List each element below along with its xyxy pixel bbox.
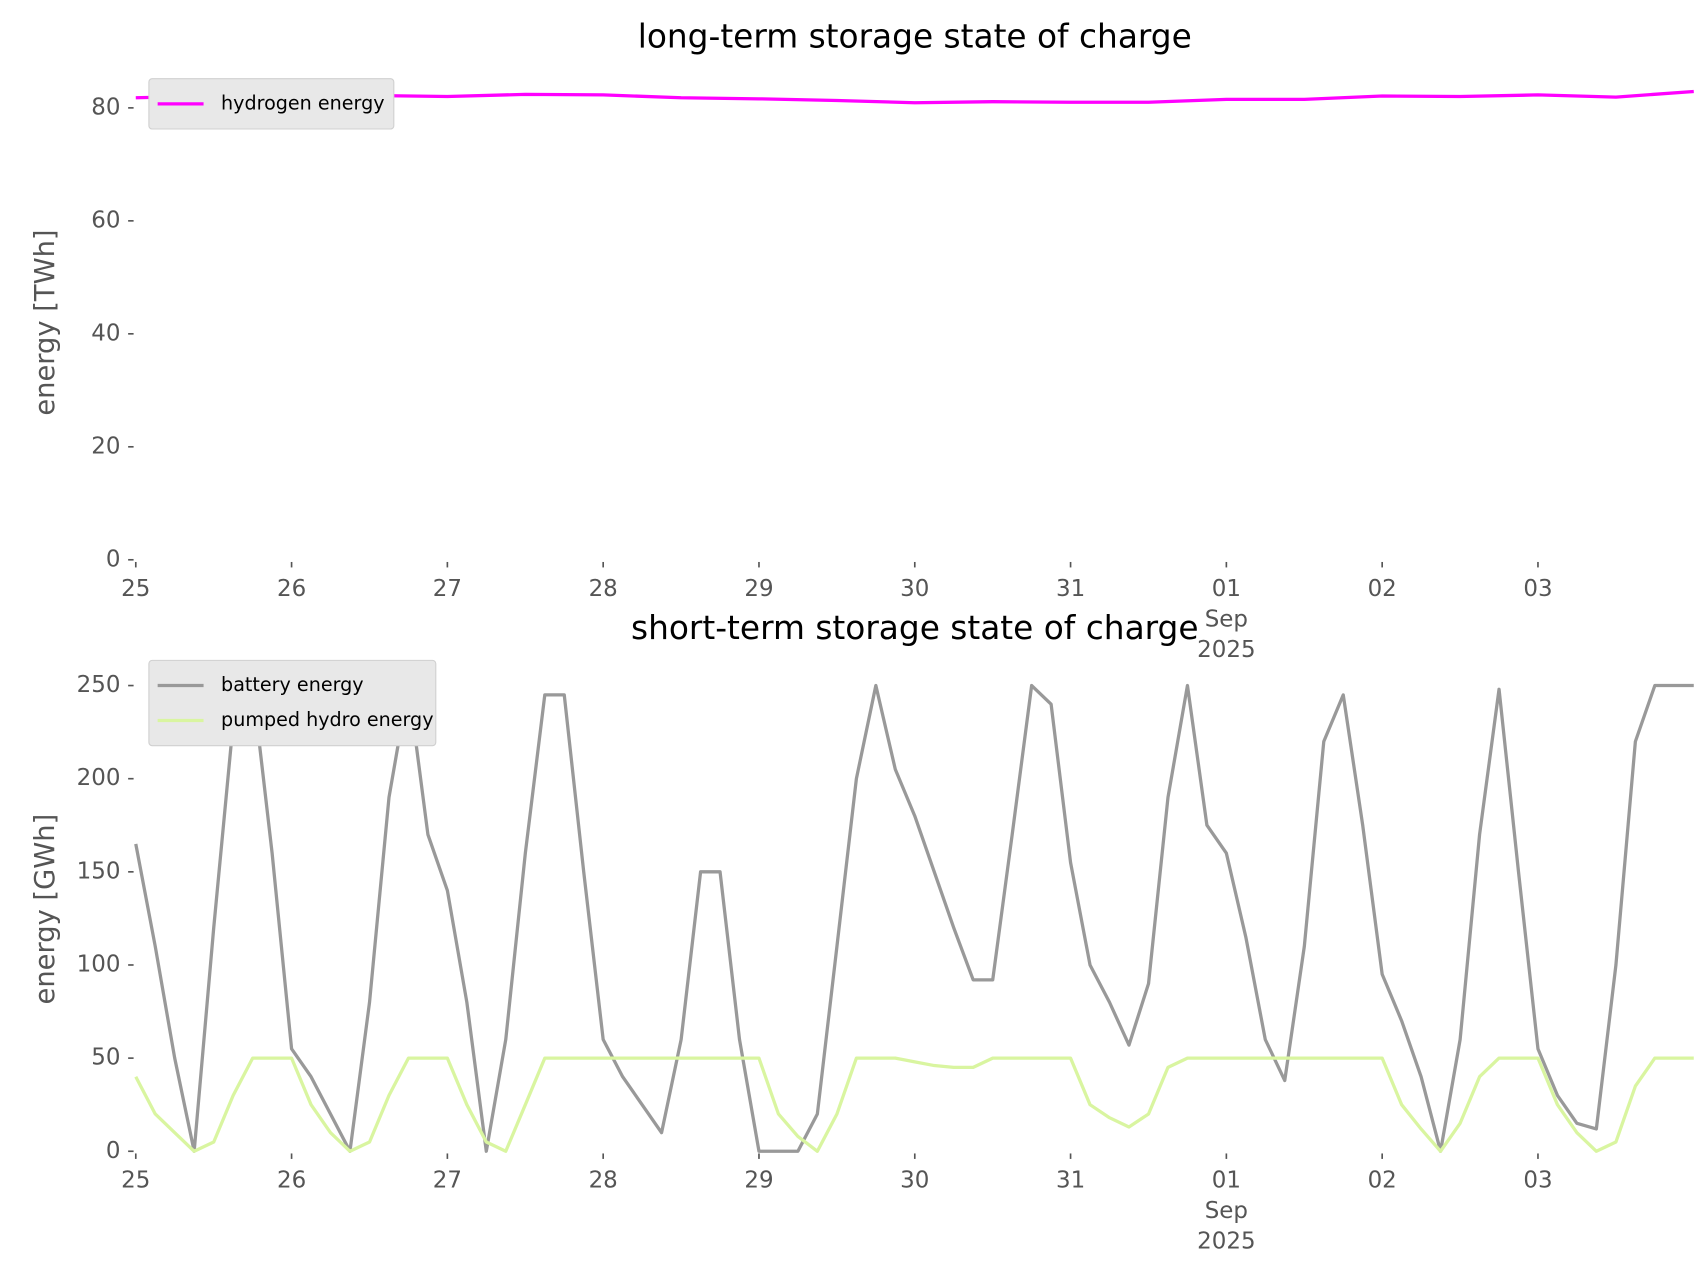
y-tick-label: 50 <box>91 1045 120 1071</box>
x-tick-label: 28 <box>589 576 618 602</box>
y-tick-label: 40 <box>91 320 120 346</box>
chart-title: long-term storage state of charge <box>638 17 1192 55</box>
y-axis-label: energy [GWh] <box>30 814 61 1005</box>
x-tick-label: 03 <box>1523 1167 1552 1193</box>
series-line <box>135 89 1694 105</box>
legend-label: battery energy <box>221 673 364 696</box>
legend-label: hydrogen energy <box>221 91 384 114</box>
series-line <box>134 1056 1694 1153</box>
x-tick-label: 29 <box>744 576 773 602</box>
x-tick-label: 25 <box>121 576 150 602</box>
y-tick-label: 100 <box>77 951 121 977</box>
legend-box <box>148 659 437 747</box>
x-tick-label: 29 <box>744 1167 773 1193</box>
y-tick-label: 20 <box>91 433 120 459</box>
x-tick-label: 30 <box>900 576 929 602</box>
x-tick-label: 02 <box>1368 576 1397 602</box>
y-tick-label: 200 <box>77 765 121 791</box>
x-tick-label: 02 <box>1368 1167 1397 1193</box>
x-tick-label: 31 <box>1056 576 1085 602</box>
x-tick-label: 01 Sep 2025 <box>1197 576 1255 663</box>
x-tick-label: 30 <box>900 1167 929 1193</box>
legend-box <box>148 78 395 130</box>
x-tick-label: 26 <box>277 576 306 602</box>
x-tick-label: 03 <box>1523 576 1552 602</box>
x-tick-label: 27 <box>433 1167 462 1193</box>
x-tick-label: 26 <box>277 1167 306 1193</box>
x-tick-label: 27 <box>433 576 462 602</box>
chart-title: short-term storage state of charge <box>631 609 1199 647</box>
y-tick-label: 60 <box>91 207 120 233</box>
y-tick-label: 150 <box>77 858 121 884</box>
series-line <box>134 683 1694 1153</box>
x-tick-label: 31 <box>1056 1167 1085 1193</box>
y-tick-label: 0 <box>106 546 121 572</box>
y-tick-label: 250 <box>77 672 121 698</box>
x-tick-label: 25 <box>121 1167 150 1193</box>
x-tick-label: 01 Sep 2025 <box>1197 1167 1255 1254</box>
x-tick-label: 28 <box>589 1167 618 1193</box>
y-tick-label: 80 <box>91 94 120 120</box>
legend-label: pumped hydro energy <box>221 708 433 731</box>
y-tick-label: 0 <box>106 1138 121 1164</box>
y-axis-label: energy [TWh] <box>30 229 61 415</box>
